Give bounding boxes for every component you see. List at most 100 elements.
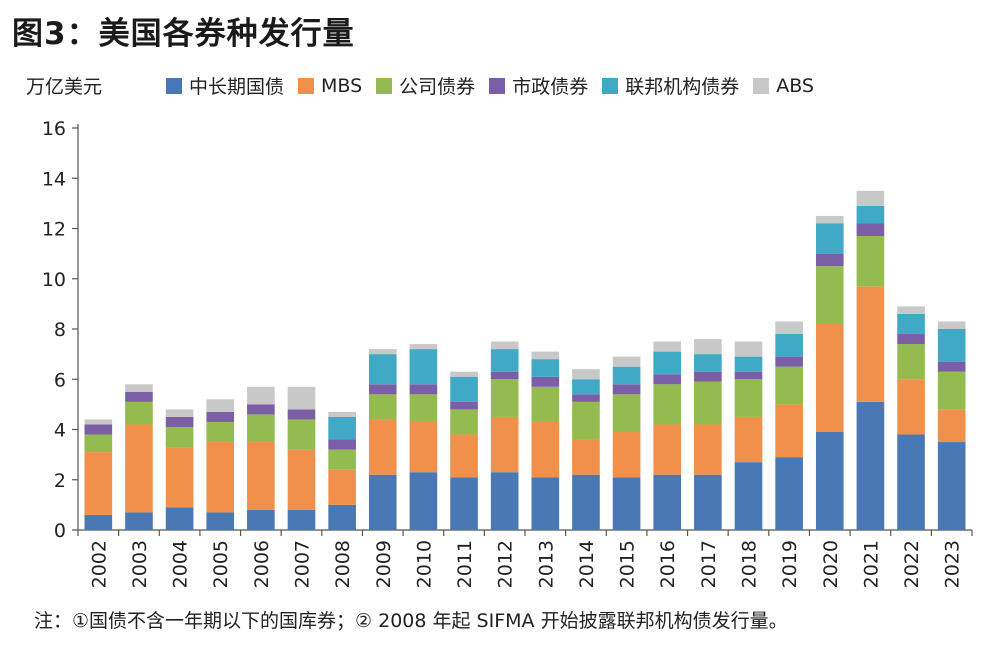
y-tick-label: 0	[54, 520, 66, 542]
legend-item: 联邦机构债券	[602, 72, 739, 99]
bar-segment	[531, 386, 560, 422]
bar-segment	[734, 379, 763, 417]
bar-segment	[490, 416, 519, 473]
bar-segment	[84, 419, 113, 425]
bar-segment	[531, 421, 560, 478]
bar-segment	[937, 361, 966, 372]
bar-segment	[206, 421, 235, 443]
bar-segment	[531, 376, 560, 387]
bar-segment	[612, 477, 641, 530]
y-tick-label: 2	[54, 470, 66, 492]
bar-segment	[815, 253, 844, 267]
bar-segment	[897, 344, 925, 380]
y-tick-label: 12	[42, 219, 66, 241]
bar-segment	[653, 374, 682, 385]
bar-segment	[84, 452, 113, 515]
bar-segment	[247, 404, 275, 415]
bar-segment	[775, 457, 803, 530]
bar-segment	[409, 344, 438, 350]
bar-segment	[531, 359, 560, 377]
bar-segment	[856, 223, 885, 237]
bar-segment	[572, 379, 600, 395]
bar-segment	[815, 266, 844, 324]
x-tick-label: 2005	[210, 540, 232, 588]
bar-segment	[734, 416, 763, 463]
y-tick-label: 8	[54, 319, 66, 341]
bar-segment	[653, 351, 682, 375]
y-tick-label: 4	[54, 420, 66, 442]
legend-item: 中长期国债	[166, 72, 284, 99]
bar-segment	[572, 401, 600, 440]
legend-swatch	[602, 77, 619, 94]
bar-segment	[612, 366, 641, 385]
bar-segment	[368, 419, 397, 475]
bar-segment	[328, 469, 356, 505]
bar-segment	[287, 509, 316, 530]
x-tick-label: 2009	[373, 540, 395, 588]
bar-segment	[856, 190, 885, 206]
bar-segment	[897, 334, 925, 345]
bar-segment	[937, 409, 966, 443]
bar-segment	[490, 341, 519, 350]
chart-footnote: 注：①国债不含一年期以下的国库券；② 2008 年起 SIFMA 开始披露联邦机…	[34, 610, 788, 632]
x-tick-label: 2011	[454, 540, 476, 588]
bar-segment	[206, 399, 235, 412]
bar-segment	[531, 477, 560, 530]
bar-segment	[165, 447, 194, 508]
bar-segment	[815, 323, 844, 433]
legend-item: 公司债券	[376, 72, 475, 99]
bar-segment	[612, 384, 641, 395]
x-tick-label: 2012	[495, 540, 517, 588]
bar-segment	[653, 384, 682, 425]
bar-segment	[694, 339, 722, 355]
x-tick-label: 2023	[942, 540, 964, 588]
bar-segment	[490, 349, 519, 372]
bar-segment	[368, 354, 397, 385]
x-tick-label: 2022	[901, 540, 923, 588]
bar-segment	[165, 416, 194, 427]
bar-segment	[815, 432, 844, 530]
bar-segment	[328, 416, 356, 440]
bar-segment	[856, 236, 885, 287]
legend-label: 公司债券	[399, 76, 476, 98]
bar-segment	[450, 376, 478, 402]
bar-segment	[409, 384, 438, 395]
legend-label: ABS	[776, 74, 814, 97]
bar-segment	[775, 366, 803, 405]
legend-swatch	[489, 77, 506, 94]
x-tick-label: 2021	[860, 540, 882, 588]
legend-label: MBS	[321, 74, 363, 97]
x-tick-label: 2007	[292, 540, 314, 588]
bar-segment	[368, 474, 397, 530]
bar-segment	[84, 434, 113, 453]
bar-segment	[897, 306, 925, 314]
bar-segment	[572, 394, 600, 402]
bar-segment	[531, 351, 560, 360]
bar-segment	[856, 286, 885, 402]
bar-segment	[450, 409, 478, 435]
x-tick-label: 2018	[739, 540, 761, 588]
legend-item: ABS	[753, 75, 814, 97]
legend-swatch	[753, 77, 770, 94]
stacked-bar-chart: 0 2 4 6 8 10 12 14 16 2002 2003 2004 2005 2006 2007 200…	[42, 118, 973, 588]
bar-segment	[653, 341, 682, 352]
bar-segment	[409, 349, 438, 385]
bar-segment	[125, 384, 153, 392]
bar-segment	[734, 341, 763, 357]
bar-segment	[287, 449, 316, 510]
bar-segment	[694, 424, 722, 475]
legend-item: 市政债券	[489, 72, 588, 99]
bar-segment	[653, 424, 682, 475]
bar-segment	[247, 509, 275, 530]
bar-segment	[734, 462, 763, 530]
legend-label: 联邦机构债券	[625, 76, 740, 98]
bar-segment	[897, 379, 925, 435]
bar-segment	[612, 394, 641, 433]
bar-segment	[247, 414, 275, 443]
bar-segment	[612, 432, 641, 478]
bar-segment	[247, 442, 275, 510]
bar-segment	[247, 386, 275, 405]
bar-segment	[206, 411, 235, 422]
bar-segment	[490, 379, 519, 417]
page-title: 图3：美国各券种发行量	[12, 16, 355, 52]
